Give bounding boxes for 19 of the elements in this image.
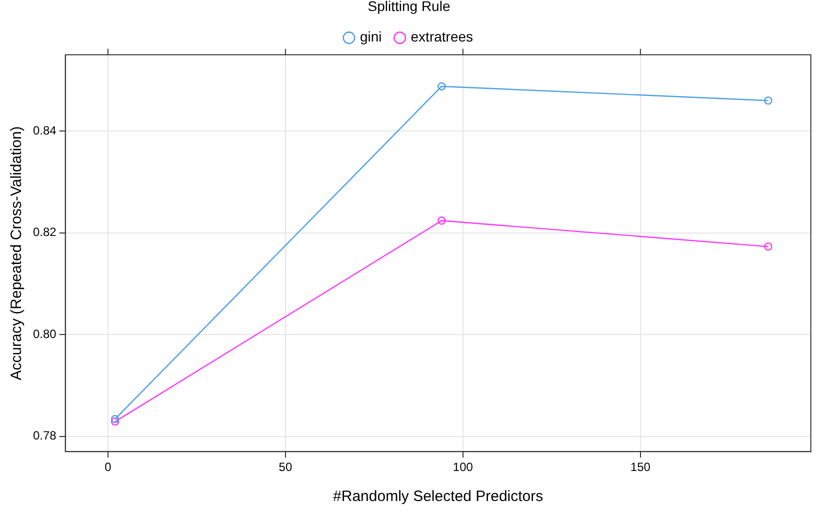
point bbox=[764, 242, 772, 251]
legend-label: gini bbox=[360, 28, 382, 45]
x-tick-label: 100 bbox=[452, 460, 474, 474]
y-tick-label: 0.78 bbox=[32, 428, 57, 443]
x-axis-title: #Randomly Selected Predictors bbox=[333, 488, 544, 506]
x-tick-label: 0 bbox=[104, 460, 112, 474]
point bbox=[438, 82, 446, 90]
point bbox=[764, 96, 772, 105]
legend-title: Splitting Rule bbox=[368, 0, 450, 14]
y-axis-title: Accuracy (Repeated Cross-Validation) bbox=[8, 126, 26, 380]
x-tick-label: 150 bbox=[630, 460, 651, 474]
y-tick-label: 0.80 bbox=[32, 326, 57, 341]
point bbox=[110, 417, 120, 426]
y-tick-label: 0.84 bbox=[32, 123, 57, 138]
y-tick-label: 0.82 bbox=[32, 225, 57, 240]
legend-label: extratrees bbox=[410, 28, 474, 45]
x-tick-label: 50 bbox=[278, 460, 292, 474]
point bbox=[438, 216, 446, 225]
point bbox=[110, 414, 120, 424]
